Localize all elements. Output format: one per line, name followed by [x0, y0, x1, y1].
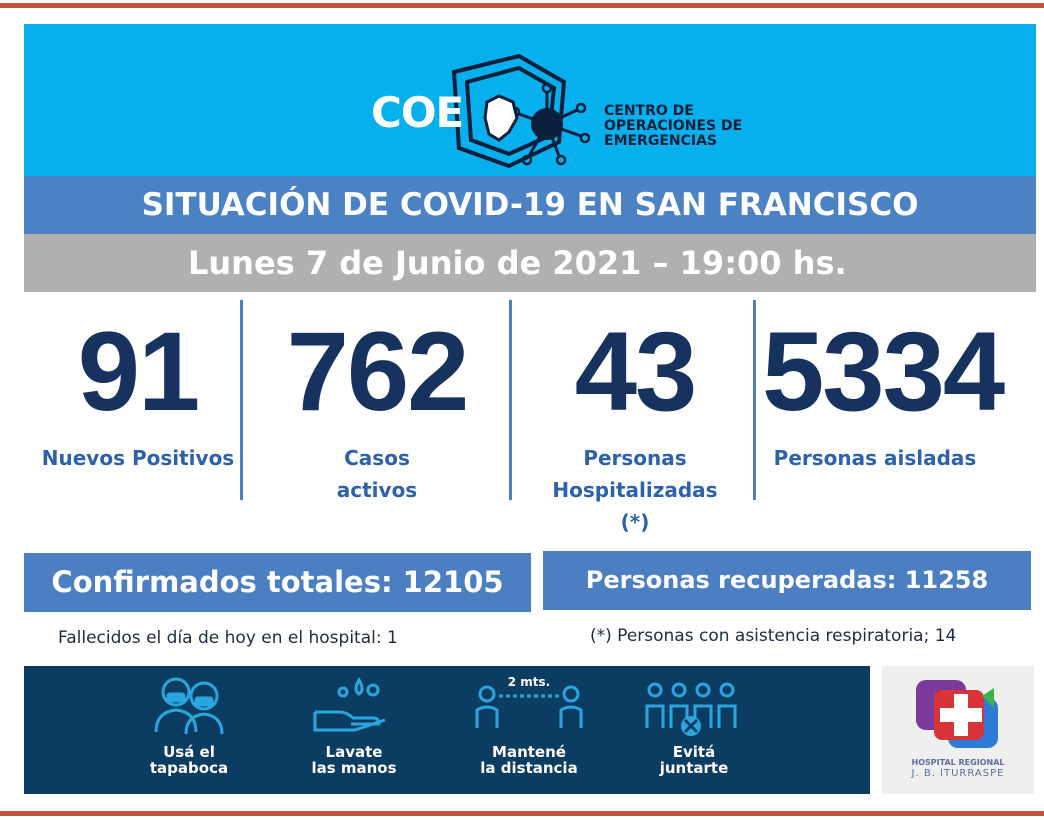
coe-logo: COE CENTRO DE OPERACIONES DE EMERGENCIAS [359, 52, 789, 172]
hospital-logo: HOSPITAL REGIONAL J. B. ITURRASPE [882, 666, 1034, 794]
distance-label: 2 mts. [508, 675, 550, 689]
stat-value: 91 [77, 309, 201, 434]
stat-label-line: Hospitalizadas [552, 478, 718, 502]
tip-text: Mantené la distancia [454, 744, 604, 776]
bottom-rule [0, 811, 1044, 816]
page-title: SITUACIÓN DE COVID-19 EN SAN FRANCISCO [24, 176, 1036, 234]
tip-mask: Usá el tapaboca [124, 666, 254, 776]
tip-distance: 2 mts. Mantené la distancia [454, 666, 604, 776]
confirmed-total-box: Confirmados totales: 12105 [24, 553, 531, 612]
tip-text: Evitá juntarte [624, 744, 764, 776]
hospital-cross-icon [916, 680, 998, 748]
divider [240, 300, 243, 500]
divider [753, 300, 756, 500]
report-date: Lunes 7 de Junio de 2021 – 19:00 hs. [188, 244, 847, 282]
deaths-note: Fallecidos el día de hoy en el hospital:… [58, 628, 398, 648]
stat-label-line: activos [336, 478, 418, 502]
tip-text: Usá el tapaboca [124, 744, 254, 776]
tip-line: Lavate [325, 743, 383, 761]
tip-line: las manos [311, 759, 397, 777]
recovered-total-box: Personas recuperadas: 11258 [543, 551, 1031, 610]
org-name: CENTRO DE OPERACIONES DE EMERGENCIAS [604, 104, 742, 149]
tip-text: Lavate las manos [289, 744, 419, 776]
stat-hospitalized: 43 Personas Hospitalizadas (*) [530, 302, 740, 538]
tip-line: juntarte [659, 759, 729, 777]
stat-label-line: (*) [620, 510, 650, 534]
no-crowd-icon [645, 682, 737, 736]
respiratory-note: (*) Personas con asistencia respiratoria… [590, 626, 957, 646]
stat-label-line: Personas [583, 446, 687, 470]
org-name-line: OPERACIONES DE [604, 118, 743, 134]
stat-value: 5334 [762, 309, 1005, 434]
hand-washing-icon [313, 677, 386, 732]
stat-label-line: Casos [344, 446, 410, 470]
tip-line: Mantené [492, 743, 566, 761]
stat-new-positives: 91 Nuevos Positivos [40, 302, 236, 474]
stat-label: Personas Hospitalizadas (*) [530, 442, 740, 538]
tip-line: Usá el [163, 743, 215, 761]
date-bar: Lunes 7 de Junio de 2021 – 19:00 hs. [24, 234, 1036, 292]
coe-logo-text: COE [371, 88, 464, 137]
hospital-subname: J. B. ITURRASPE [911, 768, 1005, 779]
stat-label: Casos activos [254, 442, 500, 506]
divider [509, 300, 512, 500]
top-rule [0, 3, 1044, 8]
tip-line: Evitá [672, 743, 716, 761]
distance-icon: 2 mts. [475, 675, 583, 728]
tip-crowd: Evitá juntarte [624, 666, 764, 776]
header-banner: COE CENTRO DE OPERACIONES DE EMERGENCIAS [24, 24, 1036, 176]
prevention-banner: Usá el tapaboca Lavate las manos 2 mts. … [24, 666, 870, 794]
tip-wash: Lavate las manos [289, 666, 419, 776]
stat-active-cases: 762 Casos activos [254, 302, 500, 506]
org-name-line: EMERGENCIAS [604, 133, 718, 149]
tip-line: tapaboca [149, 759, 229, 777]
stat-value: 43 [574, 309, 698, 434]
tip-line: la distancia [480, 759, 578, 777]
stat-label: Nuevos Positivos [41, 446, 235, 470]
hospital-name: HOSPITAL REGIONAL [911, 758, 1005, 767]
stat-label: Personas aisladas [773, 446, 977, 470]
coe-emblem-icon [451, 53, 591, 169]
stat-value: 762 [286, 309, 470, 434]
masked-people-icon [154, 677, 224, 735]
stat-isolated: 5334 Personas aisladas [762, 302, 1005, 474]
org-name-line: CENTRO DE [604, 103, 694, 119]
